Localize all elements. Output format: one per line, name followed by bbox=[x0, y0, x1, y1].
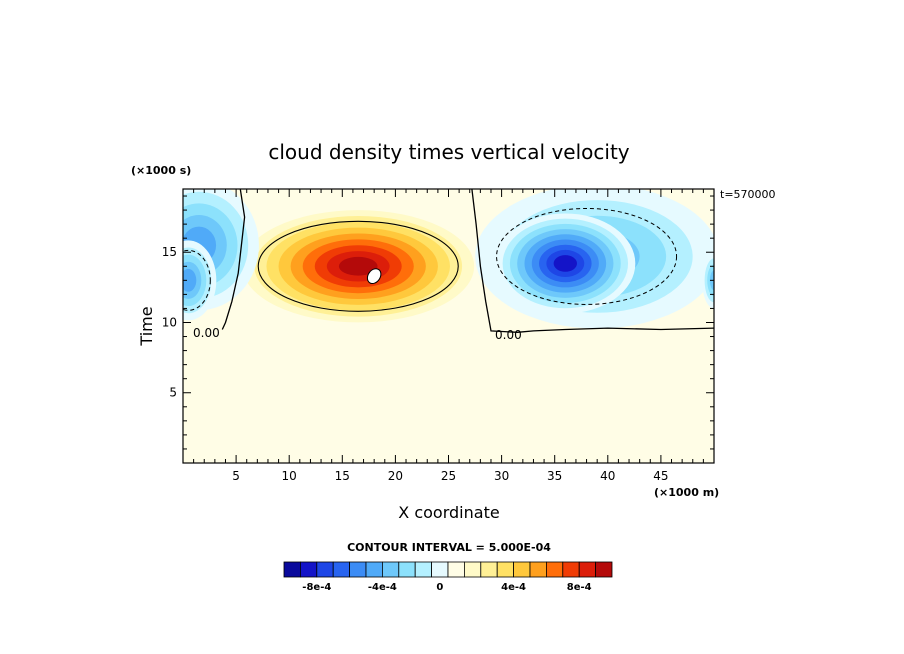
colorbar-swatch-3 bbox=[332, 561, 351, 578]
contour-interval-text: CONTOUR INTERVAL = 5.000E-04 bbox=[347, 541, 551, 554]
colorbar-swatch-16 bbox=[546, 561, 564, 578]
downdraft-left-core-level-5 bbox=[183, 268, 197, 292]
y-tick-label-10: 10 bbox=[162, 315, 177, 329]
y-unit-label: (×1000 s) bbox=[131, 164, 191, 177]
zero-contour-label-right: 0.00 bbox=[495, 328, 522, 342]
x-tick-label-35: 35 bbox=[547, 469, 562, 483]
time-label: t=570000 bbox=[720, 188, 776, 201]
colorbar-label-2: 0 bbox=[436, 582, 443, 593]
colorbar-swatch-7 bbox=[398, 561, 416, 578]
zero-contour-right bbox=[471, 189, 714, 333]
downdraft-core-level-9 bbox=[553, 255, 577, 272]
x-tick-label-15: 15 bbox=[335, 469, 350, 483]
updraft-level-10 bbox=[338, 256, 378, 276]
x-tick-label-40: 40 bbox=[600, 469, 615, 483]
colorbar-label-4: 8e-4 bbox=[567, 582, 592, 593]
downdraft-contour bbox=[496, 207, 678, 305]
x-tick-label-30: 30 bbox=[494, 469, 509, 483]
y-axis-label: Time bbox=[137, 306, 156, 346]
x-tick-label-5: 5 bbox=[232, 469, 240, 483]
colorbar-swatch-18 bbox=[578, 561, 597, 578]
colorbar-swatch-14 bbox=[513, 561, 531, 578]
colorbar-swatch-6 bbox=[381, 561, 400, 578]
colorbar-swatch-17 bbox=[562, 561, 580, 578]
downdraft-left-contour bbox=[183, 249, 211, 311]
zero-contour-left bbox=[221, 189, 246, 330]
axis-ticks: 5 10 15 20 25 30 35 40 45 5 10 15 bbox=[162, 189, 714, 483]
updraft-peak bbox=[366, 268, 382, 285]
colorbar-swatch-1 bbox=[299, 561, 318, 578]
x-tick-label-20: 20 bbox=[388, 469, 403, 483]
zero-contour-label-left: 0.00 bbox=[193, 326, 220, 340]
colorbar-swatch-0 bbox=[283, 561, 301, 578]
y-tick-label-5: 5 bbox=[169, 386, 177, 400]
x-axis-label: X coordinate bbox=[398, 503, 499, 522]
colorbar-swatch-2 bbox=[316, 561, 334, 578]
x-unit-label: (×1000 m) bbox=[654, 486, 719, 499]
colorbar: -8e-4 -4e-4 0 4e-4 8e-4 bbox=[283, 561, 613, 593]
x-tick-label-25: 25 bbox=[441, 469, 456, 483]
colorbar-label-1: -4e-4 bbox=[368, 582, 397, 593]
updraft-contour bbox=[257, 220, 459, 312]
colorbar-label-0: -8e-4 bbox=[302, 582, 331, 593]
heatmap-field bbox=[183, 189, 714, 463]
colorbar-swatch-10 bbox=[447, 561, 465, 578]
colorbar-swatch-4 bbox=[349, 561, 367, 578]
colorbar-swatch-5 bbox=[365, 561, 383, 578]
colorbar-swatch-12 bbox=[480, 561, 498, 578]
colorbar-swatch-9 bbox=[431, 561, 449, 578]
colorbar-swatch-15 bbox=[529, 561, 547, 578]
y-tick-label-15: 15 bbox=[162, 245, 177, 259]
colorbar-swatch-19 bbox=[595, 561, 613, 578]
x-tick-label-10: 10 bbox=[282, 469, 297, 483]
colorbar-swatch-13 bbox=[496, 561, 515, 578]
colorbar-swatch-11 bbox=[463, 561, 482, 578]
colorbar-label-3: 4e-4 bbox=[501, 582, 526, 593]
chart-title: cloud density times vertical velocity bbox=[268, 140, 629, 164]
x-tick-label-45: 45 bbox=[653, 469, 668, 483]
colorbar-swatch-8 bbox=[414, 561, 433, 578]
